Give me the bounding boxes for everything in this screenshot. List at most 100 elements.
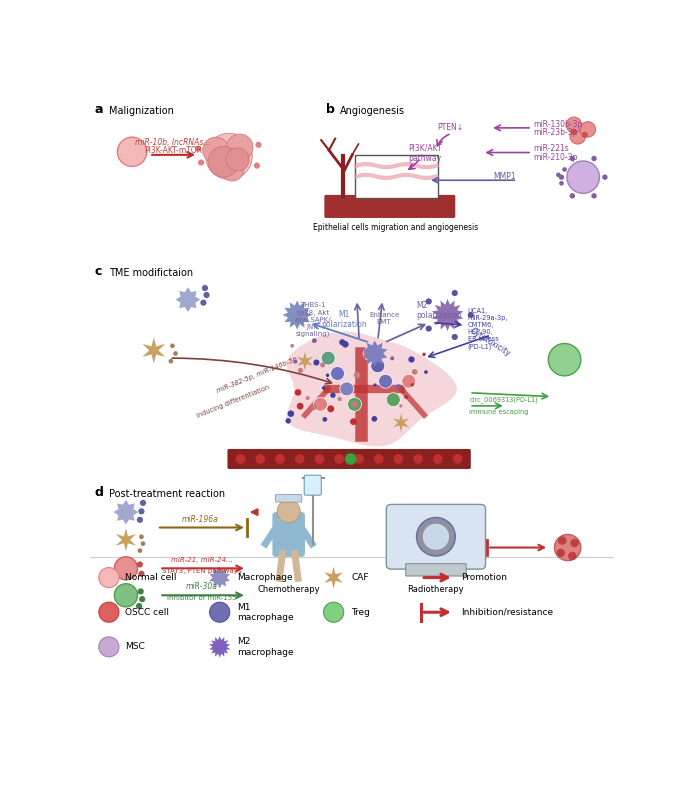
Text: miR-30a: miR-30a — [186, 582, 218, 591]
Circle shape — [136, 603, 142, 609]
Circle shape — [571, 129, 577, 135]
Circle shape — [413, 454, 423, 464]
Text: Normal cell: Normal cell — [125, 573, 177, 582]
Circle shape — [345, 453, 356, 464]
Circle shape — [568, 552, 577, 561]
FancyBboxPatch shape — [273, 512, 305, 557]
Text: circ_0069313(PD-L1): circ_0069313(PD-L1) — [469, 396, 538, 403]
FancyBboxPatch shape — [324, 195, 456, 218]
FancyBboxPatch shape — [355, 155, 438, 198]
Text: M2
macrophage: M2 macrophage — [237, 637, 293, 657]
Circle shape — [139, 535, 144, 539]
Circle shape — [591, 193, 597, 198]
Circle shape — [330, 392, 336, 398]
Circle shape — [275, 454, 285, 464]
Circle shape — [277, 500, 300, 523]
Circle shape — [374, 454, 384, 464]
Polygon shape — [282, 300, 312, 329]
FancyBboxPatch shape — [275, 494, 302, 502]
Circle shape — [254, 163, 260, 169]
Circle shape — [236, 454, 245, 464]
Text: miR-196a: miR-196a — [182, 515, 219, 523]
Circle shape — [338, 397, 342, 401]
Text: Angiogenesis: Angiogenesis — [340, 106, 405, 116]
Polygon shape — [432, 299, 464, 331]
Circle shape — [422, 353, 426, 356]
Circle shape — [350, 418, 357, 425]
Circle shape — [139, 596, 145, 602]
Circle shape — [580, 121, 595, 137]
Text: MSC: MSC — [125, 642, 145, 651]
Circle shape — [170, 344, 175, 348]
Circle shape — [548, 344, 581, 376]
Circle shape — [140, 541, 145, 546]
Circle shape — [138, 549, 142, 553]
Circle shape — [311, 404, 316, 410]
Circle shape — [293, 360, 297, 363]
Text: Enhance
EMT: Enhance EMT — [369, 311, 399, 324]
Circle shape — [554, 535, 581, 561]
Circle shape — [379, 375, 393, 388]
Text: M1
macrophage: M1 macrophage — [237, 603, 293, 622]
Circle shape — [556, 172, 561, 177]
Circle shape — [424, 371, 428, 374]
Circle shape — [559, 181, 564, 185]
Text: M2
polarization: M2 polarization — [416, 301, 462, 320]
Circle shape — [354, 372, 360, 379]
Circle shape — [99, 637, 119, 657]
Text: miR-10b, lncRNAs...: miR-10b, lncRNAs... — [136, 138, 211, 147]
Circle shape — [114, 557, 138, 580]
Circle shape — [556, 549, 565, 557]
Ellipse shape — [423, 523, 449, 550]
Circle shape — [256, 142, 262, 148]
Circle shape — [327, 405, 334, 413]
Circle shape — [570, 156, 575, 161]
Circle shape — [364, 352, 369, 357]
Text: OSCC cell: OSCC cell — [125, 608, 169, 616]
Circle shape — [321, 351, 335, 365]
Text: MMP1: MMP1 — [493, 172, 516, 181]
Circle shape — [347, 397, 362, 411]
Text: Epithelial cells migration and angiogenesis: Epithelial cells migration and angiogene… — [313, 222, 478, 231]
Circle shape — [206, 133, 252, 180]
Circle shape — [451, 290, 458, 296]
Text: miR-382-5p, miR-146b-5p: miR-382-5p, miR-146b-5p — [216, 356, 298, 394]
Polygon shape — [297, 352, 313, 371]
Circle shape — [314, 454, 325, 464]
Text: b: b — [326, 103, 335, 116]
Circle shape — [373, 383, 377, 387]
Circle shape — [138, 570, 145, 577]
Circle shape — [582, 132, 588, 138]
FancyBboxPatch shape — [227, 449, 471, 469]
Circle shape — [386, 392, 400, 407]
Text: miR-23b-3p: miR-23b-3p — [534, 128, 578, 137]
Text: d: d — [95, 486, 104, 499]
Circle shape — [200, 299, 206, 306]
Text: UCA1,
miR-29a-3p,
CMTM6,
HSP-90,
ER stress
(PD-L1): UCA1, miR-29a-3p, CMTM6, HSP-90, ER stre… — [468, 308, 508, 349]
Circle shape — [453, 454, 462, 464]
Polygon shape — [175, 287, 200, 312]
Circle shape — [169, 359, 173, 363]
Circle shape — [334, 454, 344, 464]
Text: Macrophage: Macrophage — [237, 573, 292, 582]
Circle shape — [363, 346, 377, 361]
Text: M1
polarization: M1 polarization — [321, 310, 366, 329]
Ellipse shape — [416, 518, 456, 556]
Circle shape — [425, 325, 432, 332]
Circle shape — [412, 369, 417, 375]
Circle shape — [371, 359, 385, 373]
Circle shape — [433, 454, 443, 464]
Circle shape — [602, 175, 608, 180]
Circle shape — [354, 454, 364, 464]
Text: Treg: Treg — [351, 608, 371, 616]
Circle shape — [138, 508, 145, 515]
Text: inhibitor of miR-155: inhibitor of miR-155 — [167, 595, 236, 600]
Polygon shape — [393, 413, 409, 432]
Text: Cytotoxicity: Cytotoxicity — [469, 327, 512, 358]
Circle shape — [320, 362, 325, 367]
Circle shape — [173, 351, 178, 356]
Text: Radiotherapy: Radiotherapy — [408, 586, 464, 595]
Circle shape — [390, 356, 394, 360]
Circle shape — [227, 134, 253, 160]
Polygon shape — [210, 567, 230, 588]
